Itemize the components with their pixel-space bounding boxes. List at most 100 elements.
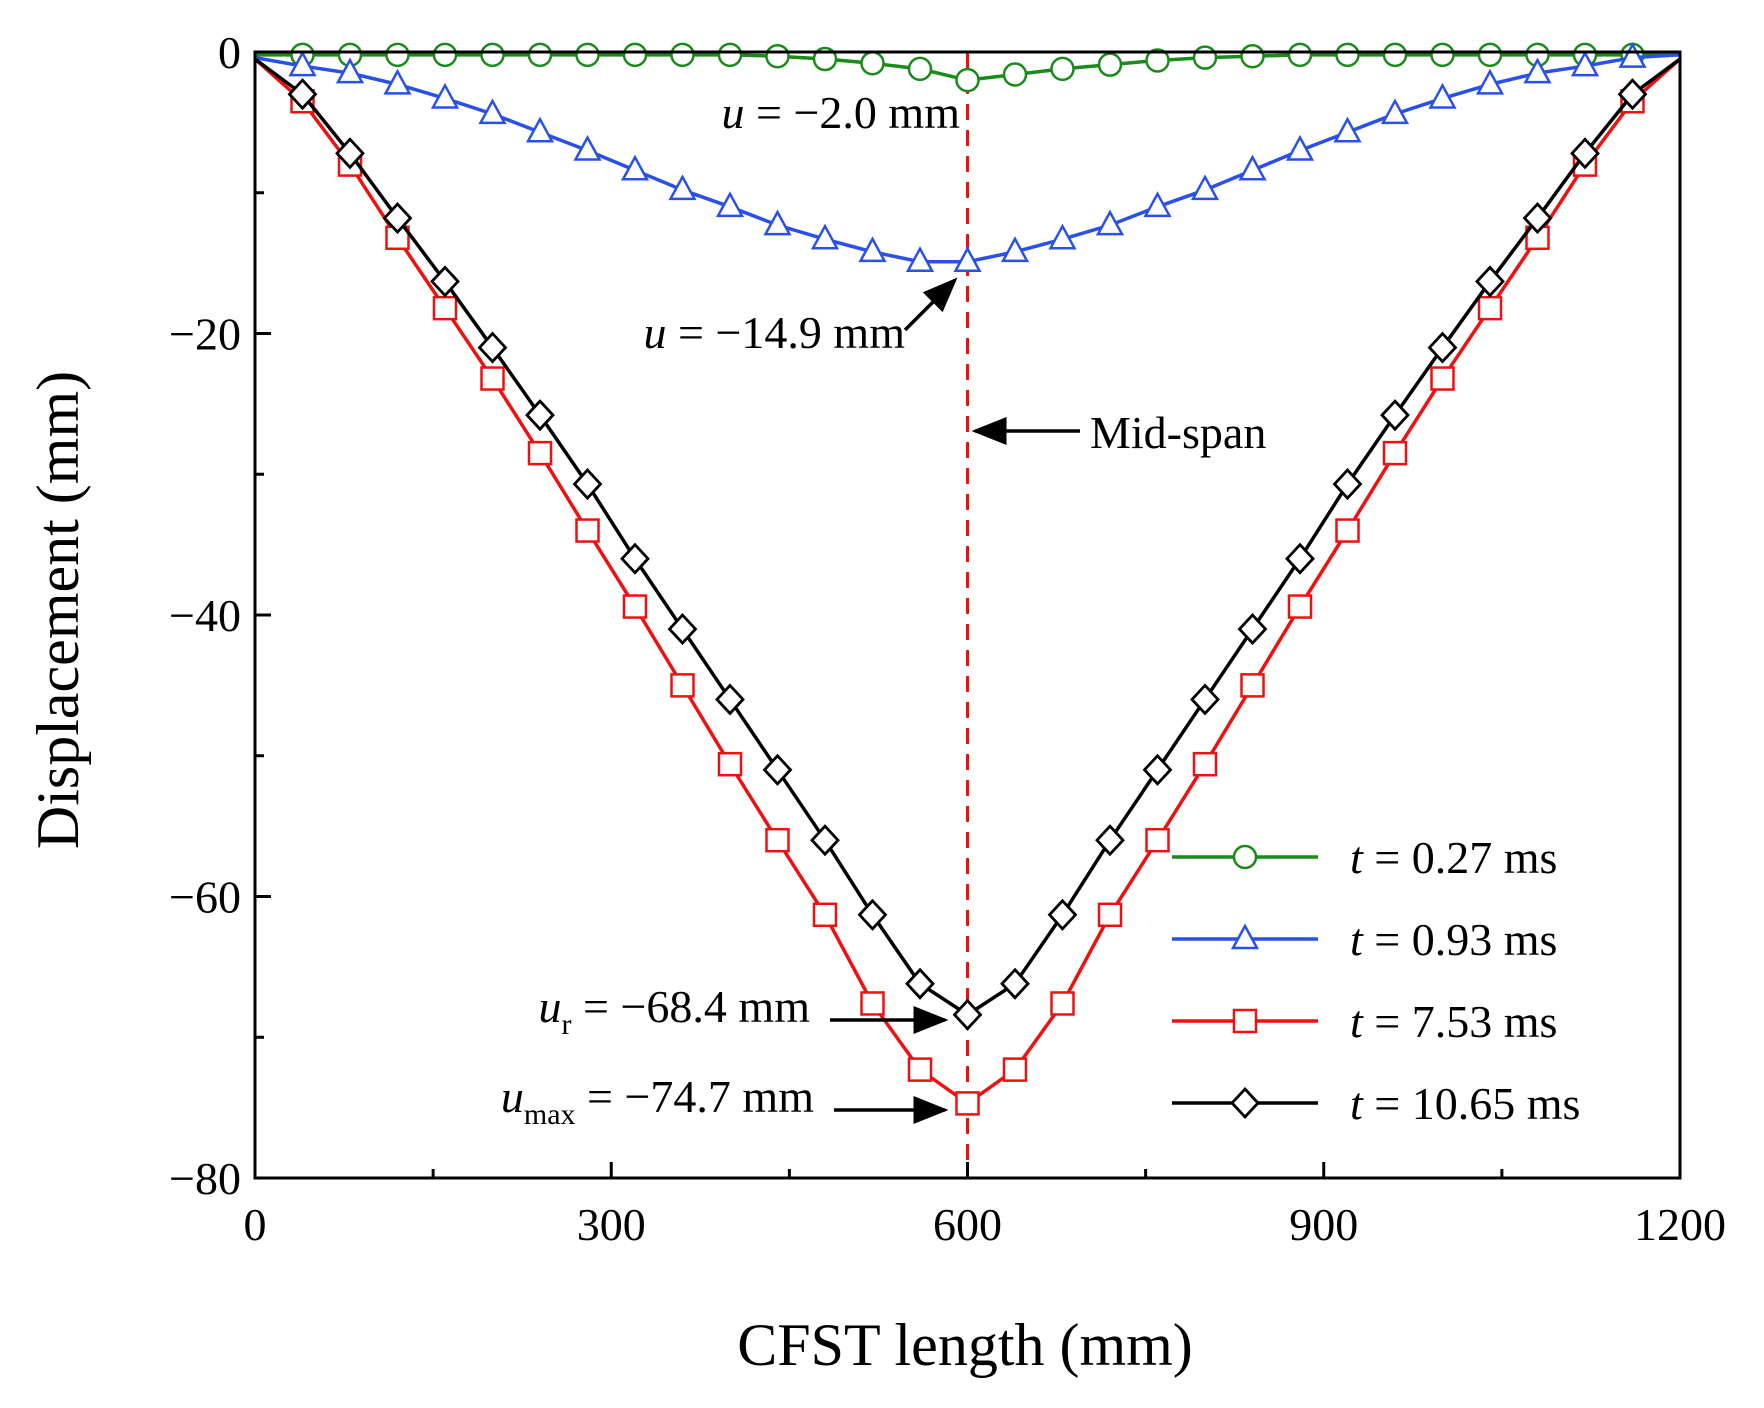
data-point [1618,42,1647,68]
data-point [1145,827,1170,853]
annotation-arrow [903,277,958,332]
data-point [860,991,885,1016]
data-point [1332,468,1363,501]
legend-var: t [1350,1078,1364,1129]
data-point [1143,191,1172,218]
data-point [670,42,695,68]
anno-rest: = −2.0 mm [745,87,961,138]
data-point [907,1057,933,1082]
series-4 [253,57,1682,1031]
legend-value: = 0.93 ms [1363,914,1558,965]
data-point [1097,52,1123,77]
data-point [478,98,507,125]
data-point [287,78,318,111]
anno-var: u [501,1071,524,1122]
legend-marker [1230,1086,1260,1120]
data-point [1570,50,1600,77]
anno-ur: ur = −68.4 mm [539,981,811,1041]
data-point [1240,673,1265,698]
data-point [812,46,838,72]
data-point [383,68,412,95]
data-point [575,518,600,543]
x-tick-label: 0 [244,1199,267,1250]
y-axis-title: Displacement (mm) [25,371,91,849]
legend-marker [1232,1008,1258,1034]
series-2 [254,42,1681,272]
x-axis-title: CFST length (mm) [737,1312,1193,1378]
data-point [1095,824,1125,857]
data-point [1192,45,1218,70]
data-point [765,827,790,853]
data-point [810,223,840,250]
legend-entry-3: t = 7.53 ms [1172,996,1557,1047]
data-point [1428,82,1457,109]
legend-var: t [1350,996,1364,1047]
data-point [1380,98,1410,125]
data-point [715,191,745,218]
data-point [907,56,933,82]
anno-var: u [722,87,745,138]
data-point [430,82,460,109]
data-point [430,265,460,298]
data-point [622,42,648,68]
data-point [1477,295,1503,321]
series-3 [253,57,1682,1116]
data-point [1617,78,1648,111]
anno-sub: max [524,1098,576,1131]
data-point [762,753,793,786]
data-point [858,236,887,263]
legend-value: = 7.53 ms [1363,996,1558,1047]
data-point [1333,116,1362,143]
data-point [1145,48,1170,73]
anno-rest: = −68.4 mm [572,981,811,1032]
data-point [1002,62,1028,87]
data-point [1287,42,1313,68]
legend-label: t = 0.27 ms [1350,832,1557,883]
data-point [620,542,650,575]
legend-marker [1232,844,1258,870]
data-point [1190,174,1220,201]
data-point [480,366,505,391]
data-point [385,42,410,68]
legend-entry-4: t = 10.65 ms [1172,1078,1580,1129]
data-point [715,683,745,716]
data-point [1237,613,1268,646]
data-point [1050,991,1075,1016]
data-point [1190,683,1220,716]
data-point [1477,42,1503,68]
data-point [1382,440,1408,466]
legend-marker [1230,923,1260,950]
data-point [670,673,695,698]
data-point [1382,42,1408,68]
data-point [622,594,648,619]
anno-rest: = −74.7 mm [576,1071,815,1122]
data-point [525,116,555,143]
data-point [1097,902,1123,928]
data-point [1002,1057,1028,1082]
data-point [763,209,792,236]
data-point [1570,137,1600,170]
y-tick-label: −20 [169,309,241,360]
data-point [668,174,697,201]
data-point [955,67,980,93]
anno-var: u [539,981,562,1032]
data-point [477,331,508,364]
data-point [955,1091,980,1116]
legend-entry-2: t = 0.93 ms [1172,914,1557,965]
legend-var: t [1350,832,1364,883]
anno-sub: r [562,1008,572,1041]
x-tick-label: 900 [1289,1199,1358,1250]
data-point [1335,518,1360,543]
data-point [1430,366,1455,391]
data-point [335,57,365,84]
data-point [1142,753,1173,786]
data-point [573,134,602,161]
data-point [1285,542,1315,575]
y-tick-label: −80 [169,1153,241,1204]
data-point [1238,154,1267,181]
x-tick-label: 300 [577,1199,646,1250]
data-point [575,42,600,68]
data-point [860,51,885,76]
data-point [1430,42,1455,68]
